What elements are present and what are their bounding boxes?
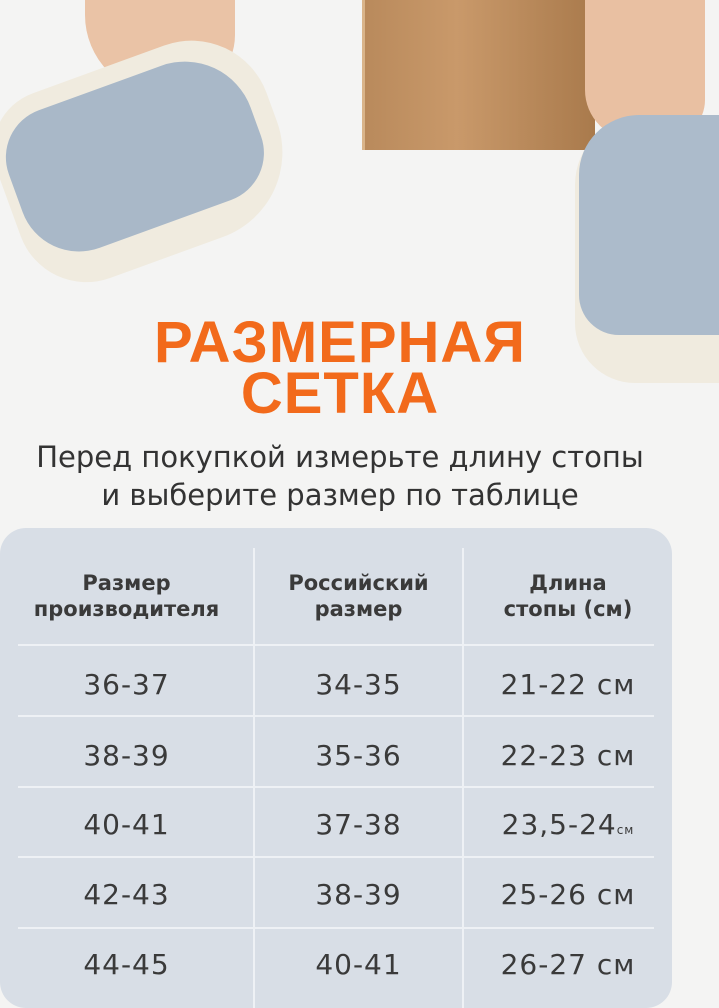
russian-size-cell: 35-36 (315, 739, 402, 772)
size-table: Размер производителя Российский размер Дли… (0, 528, 672, 1008)
row-divider (18, 927, 654, 929)
foot-length-cell: 22-23 см (500, 739, 636, 772)
row-divider (18, 856, 654, 858)
manufacturer-size-cell: 44-45 (83, 948, 170, 981)
foot-length-cell: 21-22 см (500, 668, 636, 701)
column-divider (462, 548, 464, 1008)
header-foot-length: Длина стопы (см) (503, 571, 633, 621)
foot-length-cell: 26-27 см (500, 948, 636, 981)
row-divider (18, 715, 654, 717)
subtitle-line-2: и выберите размер по таблице (101, 478, 579, 512)
left-slipper (0, 18, 308, 302)
russian-size-cell: 34-35 (315, 668, 402, 701)
manufacturer-size-cell: 40-41 (83, 808, 170, 841)
row-divider (18, 644, 654, 646)
russian-size-cell: 40-41 (315, 948, 402, 981)
column-divider (253, 548, 255, 1008)
manufacturer-size-cell: 38-39 (83, 739, 170, 772)
header-russian-size: Российский размер (288, 571, 429, 621)
manufacturer-size-cell: 42-43 (83, 878, 170, 911)
unit-label: см (616, 823, 635, 837)
wooden-box (362, 0, 595, 150)
foot-length-cell: 25-26 см (500, 878, 636, 911)
header-manufacturer-size: Размер производителя (33, 571, 220, 621)
russian-size-cell: 38-39 (315, 878, 402, 911)
title-line-1: РАЗМЕРНАЯ (154, 310, 526, 375)
manufacturer-size-cell: 36-37 (83, 668, 170, 701)
right-slipper (575, 115, 719, 383)
russian-size-cell: 37-38 (315, 808, 402, 841)
foot-length-cell: 23,5-24см (501, 808, 635, 841)
product-photo (0, 0, 719, 400)
subtitle: Перед покупкой измерьте длину стопы и вы… (0, 438, 680, 514)
title-line-2: СЕТКА (240, 361, 440, 426)
subtitle-line-1: Перед покупкой измерьте длину стопы (36, 440, 644, 474)
row-divider (18, 786, 654, 788)
